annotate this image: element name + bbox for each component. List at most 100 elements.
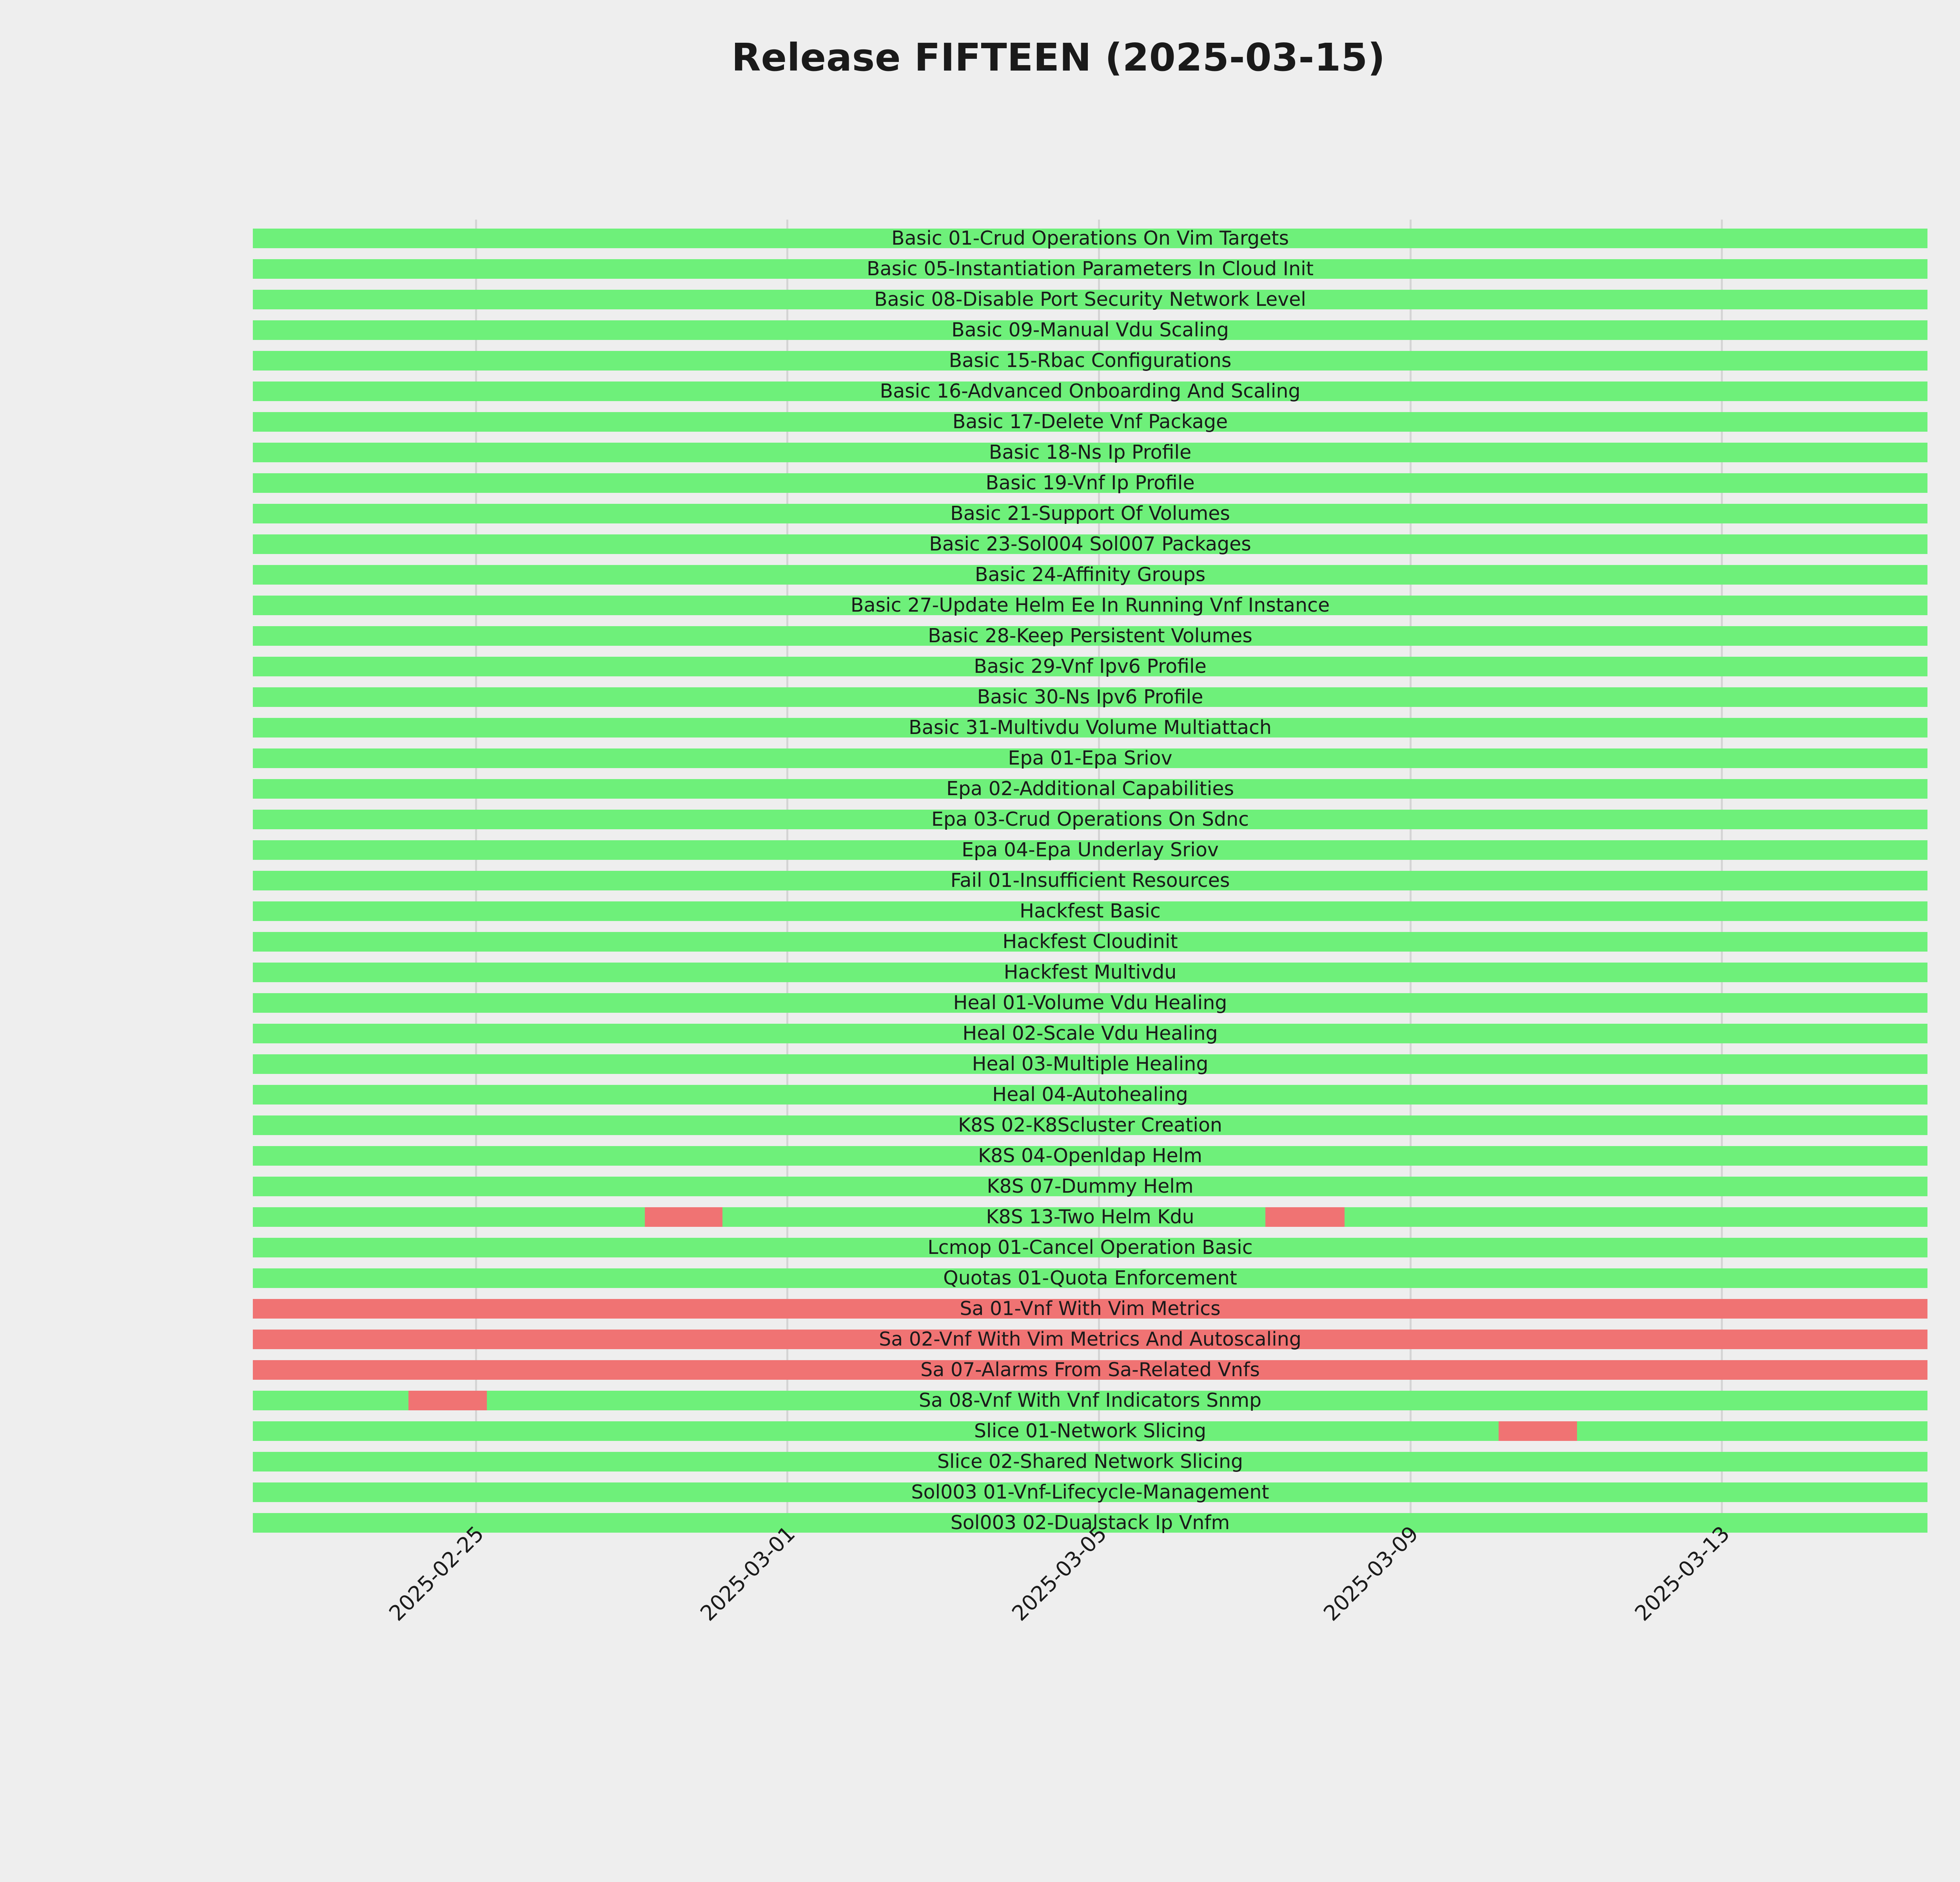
gantt-bar-segment-fail[interactable] [253, 1360, 1927, 1380]
gantt-bar-segment-pass[interactable] [253, 1085, 1927, 1104]
gantt-bar-segment-fail[interactable] [1499, 1421, 1577, 1441]
gantt-bar-segment-pass[interactable] [253, 351, 1927, 371]
gantt-bar-segment-pass[interactable] [253, 963, 1927, 982]
gantt-bar-segment-pass[interactable] [253, 229, 1927, 248]
gantt-bar-segment-pass[interactable] [253, 443, 1927, 462]
gantt-bar-segment-pass[interactable] [253, 932, 1927, 952]
table-row[interactable]: K8S 04-Openldap Helm [253, 1144, 1927, 1167]
gantt-bar-segment-pass[interactable] [253, 840, 1927, 860]
gantt-bar-segment-pass[interactable] [253, 1024, 1927, 1043]
gantt-bar-segment-pass[interactable] [253, 901, 1927, 921]
table-row[interactable]: Heal 04-Autohealing [253, 1083, 1927, 1106]
table-row[interactable]: Sa 07-Alarms From Sa-Related Vnfs [253, 1359, 1927, 1381]
table-row[interactable]: Sa 02-Vnf With Vim Metrics And Autoscali… [253, 1328, 1927, 1350]
table-row[interactable]: Basic 08-Disable Port Security Network L… [253, 288, 1927, 311]
gantt-bar-segment-fail[interactable] [253, 1330, 1927, 1349]
table-row[interactable]: Basic 30-Ns Ipv6 Profile [253, 686, 1927, 708]
gantt-bar-segment-pass[interactable] [253, 473, 1927, 493]
table-row[interactable]: Basic 27-Update Helm Ee In Running Vnf I… [253, 594, 1927, 616]
gantt-bar-segment-pass[interactable] [253, 779, 1927, 799]
table-row[interactable]: Basic 23-Sol004 Sol007 Packages [253, 533, 1927, 555]
gantt-bar-segment-pass[interactable] [253, 504, 1927, 523]
gantt-bar-segment-pass[interactable] [253, 1207, 645, 1227]
gantt-bar-segment-pass[interactable] [253, 1268, 1927, 1288]
table-row[interactable]: Basic 21-Support Of Volumes [253, 502, 1927, 525]
gantt-bar-segment-pass[interactable] [253, 1452, 1927, 1471]
table-row[interactable]: Basic 31-Multivdu Volume Multiattach [253, 716, 1927, 739]
table-row[interactable]: K8S 02-K8Scluster Creation [253, 1114, 1927, 1136]
gantt-bar-segment-pass[interactable] [253, 381, 1927, 401]
gantt-bar-segment-pass[interactable] [253, 320, 1927, 340]
table-row[interactable]: Hackfest Cloudinit [253, 930, 1927, 953]
table-row[interactable]: Basic 09-Manual Vdu Scaling [253, 319, 1927, 341]
table-row[interactable]: Heal 03-Multiple Healing [253, 1053, 1927, 1075]
gantt-bar-segment-pass[interactable] [253, 1115, 1927, 1135]
gantt-bar-segment-pass[interactable] [253, 748, 1927, 768]
table-row[interactable]: Hackfest Multivdu [253, 961, 1927, 983]
gantt-bar-segment-pass[interactable] [253, 657, 1927, 676]
gantt-bar-segment-pass[interactable] [253, 412, 1927, 432]
gantt-bar-segment-pass[interactable] [253, 1421, 1499, 1441]
gantt-bar-segment-pass[interactable] [253, 1513, 1927, 1533]
gantt-bar-segment-pass[interactable] [253, 1054, 1927, 1074]
table-row[interactable]: Epa 01-Epa Sriov [253, 747, 1927, 769]
gantt-bar-segment-pass[interactable] [253, 1238, 1927, 1257]
gantt-bar-segment-pass[interactable] [1345, 1207, 1927, 1227]
table-row[interactable]: Hackfest Basic [253, 900, 1927, 922]
table-row[interactable]: Basic 15-Rbac Configurations [253, 349, 1927, 372]
table-row[interactable]: Basic 05-Instantiation Parameters In Clo… [253, 258, 1927, 280]
table-row[interactable]: Basic 24-Affinity Groups [253, 563, 1927, 586]
gantt-bar-segment-fail[interactable] [253, 1299, 1927, 1319]
gantt-bar-segment-pass[interactable] [253, 596, 1927, 615]
table-row[interactable]: Basic 19-Vnf Ip Profile [253, 472, 1927, 494]
x-tick-label: 2025-02-25 [384, 1521, 489, 1626]
gantt-bar-segment-fail[interactable] [645, 1207, 722, 1227]
x-tick-label: 2025-03-09 [1319, 1521, 1423, 1626]
gantt-bar-segment-pass[interactable] [253, 687, 1927, 707]
table-row[interactable]: Slice 02-Shared Network Slicing [253, 1450, 1927, 1473]
gantt-bar-segment-pass[interactable] [253, 993, 1927, 1013]
table-row[interactable]: Basic 29-Vnf Ipv6 Profile [253, 655, 1927, 678]
gantt-bar-segment-fail[interactable] [1265, 1207, 1345, 1227]
table-row[interactable]: Sa 08-Vnf With Vnf Indicators Snmp [253, 1389, 1927, 1412]
table-row[interactable]: Sa 01-Vnf With Vim Metrics [253, 1297, 1927, 1320]
gantt-bar-segment-pass[interactable] [253, 565, 1927, 585]
table-row[interactable]: Epa 04-Epa Underlay Sriov [253, 839, 1927, 861]
gantt-bar-segment-pass[interactable] [253, 1482, 1927, 1502]
table-row[interactable]: Quotas 01-Quota Enforcement [253, 1267, 1927, 1289]
table-row[interactable]: Basic 17-Delete Vnf Package [253, 411, 1927, 433]
gantt-bar-segment-pass[interactable] [253, 290, 1927, 309]
table-row[interactable]: Basic 01-Crud Operations On Vim Targets [253, 227, 1927, 249]
gantt-bar-segment-pass[interactable] [487, 1391, 1927, 1410]
table-row[interactable]: Epa 02-Additional Capabilities [253, 778, 1927, 800]
table-row[interactable]: Sol003 01-Vnf-Lifecycle-Management [253, 1481, 1927, 1503]
x-tick-label: 2025-03-05 [1007, 1521, 1112, 1626]
gantt-bar-segment-pass[interactable] [253, 810, 1927, 829]
table-row[interactable]: K8S 07-Dummy Helm [253, 1175, 1927, 1197]
gantt-bar-segment-pass[interactable] [253, 534, 1927, 554]
table-row[interactable]: K8S 13-Two Helm Kdu [253, 1206, 1927, 1228]
gantt-rows: Basic 01-Crud Operations On Vim Targets B… [253, 220, 1927, 1534]
table-row[interactable]: Epa 03-Crud Operations On Sdnc [253, 808, 1927, 830]
table-row[interactable]: Fail 01-Insufficient Resources [253, 869, 1927, 892]
gantt-bar-segment-fail[interactable] [408, 1391, 487, 1410]
gantt-bar-segment-pass[interactable] [253, 259, 1927, 279]
gantt-bar-segment-pass[interactable] [253, 718, 1927, 738]
table-row[interactable]: Heal 01-Volume Vdu Healing [253, 992, 1927, 1014]
gantt-bar-segment-pass[interactable] [253, 1146, 1927, 1166]
gantt-bar-segment-pass[interactable] [253, 1177, 1927, 1196]
gantt-bar-segment-pass[interactable] [253, 1391, 408, 1410]
gantt-bar-segment-pass[interactable] [253, 626, 1927, 646]
table-row[interactable]: Basic 16-Advanced Onboarding And Scaling [253, 380, 1927, 402]
gantt-bar-segment-pass[interactable] [253, 871, 1927, 890]
chart-title: Release FIFTEEN (2025-03-15) [731, 35, 1385, 80]
gantt-bar-segment-pass[interactable] [1577, 1421, 1927, 1441]
x-axis-tick-labels: 2025-02-25 2025-03-01 2025-03-05 2025-03-09… [0, 1521, 1960, 1678]
gantt-bar-segment-pass[interactable] [722, 1207, 1265, 1227]
table-row[interactable]: Heal 02-Scale Vdu Healing [253, 1022, 1927, 1045]
table-row[interactable]: Basic 18-Ns Ip Profile [253, 441, 1927, 463]
table-row[interactable]: Slice 01-Network Slicing [253, 1420, 1927, 1442]
table-row[interactable]: Basic 28-Keep Persistent Volumes [253, 625, 1927, 647]
table-row[interactable]: Lcmop 01-Cancel Operation Basic [253, 1236, 1927, 1259]
